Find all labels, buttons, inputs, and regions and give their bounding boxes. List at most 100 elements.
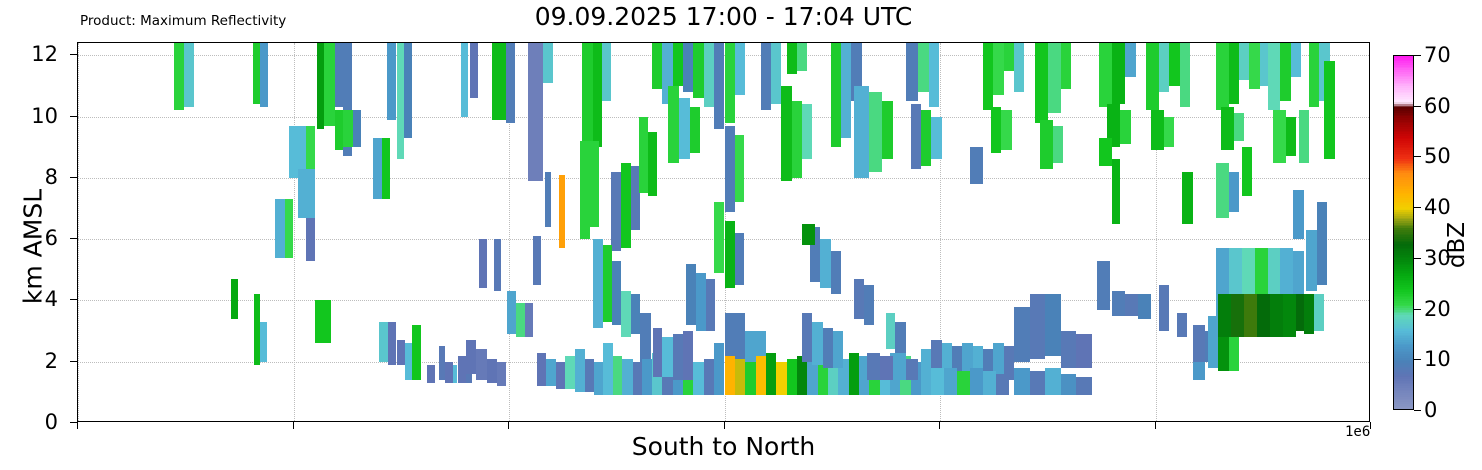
colorbar-band <box>1394 238 1413 242</box>
heatmap-cell <box>297 168 315 218</box>
colorbar-band <box>1394 61 1413 64</box>
heatmap-cell <box>693 43 704 99</box>
colorbar-tick-mark <box>1414 257 1421 259</box>
heatmap-cell <box>574 349 585 393</box>
heatmap-cell <box>527 43 544 181</box>
heatmap-cell <box>1169 43 1180 86</box>
heatmap-cell <box>465 367 473 384</box>
heatmap-cell <box>1293 251 1304 332</box>
colorbar-band <box>1394 316 1413 320</box>
heatmap-cell <box>724 125 735 212</box>
heatmap-cell <box>706 278 716 332</box>
heatmap-cell <box>593 361 603 396</box>
heatmap-cell <box>1259 43 1271 86</box>
heatmap-cell <box>1316 202 1328 286</box>
colorbar-band <box>1394 258 1413 261</box>
colorbar-band <box>1394 368 1413 371</box>
colorbar-tick-mark <box>1414 105 1421 107</box>
heatmap-cell <box>317 43 324 129</box>
colorbar-band <box>1394 141 1413 144</box>
heatmap-cell <box>533 236 541 286</box>
heatmap-cell <box>1283 294 1296 338</box>
y-axis-label: km AMSL <box>18 188 48 305</box>
colorbar-band <box>1394 242 1413 245</box>
heatmap-cell <box>941 343 953 378</box>
colorbar-band <box>1394 336 1413 339</box>
heatmap-cell <box>353 110 362 148</box>
colorbar-band <box>1394 348 1413 352</box>
colorbar-band <box>1394 128 1413 132</box>
x-tick-mark <box>77 422 78 429</box>
colorbar-band <box>1394 190 1413 194</box>
colorbar-band <box>1394 89 1413 93</box>
colorbar-band <box>1394 240 1413 244</box>
heatmap-cell <box>990 107 1002 154</box>
colorbar-band <box>1394 284 1413 288</box>
x-axis-exponent: 1e6 <box>1345 424 1371 440</box>
colorbar-band <box>1394 263 1413 267</box>
y-tick-label: 12 <box>31 42 58 67</box>
colorbar-tick-label: 0 <box>1424 398 1438 422</box>
colorbar-band <box>1394 229 1413 233</box>
heatmap-cell <box>886 312 896 350</box>
heatmap-cell <box>632 361 642 396</box>
heatmap-cell <box>791 101 803 178</box>
heatmap-cell <box>1290 43 1302 77</box>
heatmap-cell <box>822 328 834 368</box>
colorbar-band <box>1394 409 1413 410</box>
colorbar-tick-mark <box>1414 55 1421 56</box>
heatmap-cell <box>516 303 526 338</box>
heatmap-cell <box>544 171 552 227</box>
colorbar-band <box>1394 373 1413 377</box>
heatmap-cell <box>807 361 818 396</box>
colorbar-band <box>1394 350 1413 354</box>
heatmap-cell <box>866 352 880 381</box>
heatmap-cell <box>343 110 354 148</box>
heatmap-cell <box>703 43 715 108</box>
heatmap-cell <box>537 352 547 387</box>
colorbar-band <box>1394 265 1413 268</box>
y-tick-label: 2 <box>44 348 58 373</box>
heatmap-cell <box>1177 312 1188 338</box>
colorbar-band <box>1394 194 1413 197</box>
heatmap-cell <box>905 43 919 102</box>
heatmap-cell <box>427 364 435 384</box>
colorbar-band <box>1394 340 1413 343</box>
heatmap-cell <box>653 328 663 378</box>
colorbar-band <box>1394 213 1413 217</box>
colorbar-band <box>1394 96 1413 100</box>
heatmap-cell <box>734 43 746 96</box>
gridline-vertical <box>1155 43 1157 421</box>
colorbar-band <box>1394 235 1413 238</box>
heatmap-cell <box>379 321 389 362</box>
y-tick-mark <box>70 299 77 301</box>
heatmap-cell <box>1324 61 1335 160</box>
colorbar-band <box>1394 272 1413 276</box>
heatmap-cell <box>1047 43 1061 114</box>
colorbar-band <box>1394 64 1413 68</box>
colorbar-band <box>1394 107 1413 110</box>
colorbar-band <box>1394 237 1413 240</box>
colorbar-band <box>1394 151 1413 155</box>
colorbar-band <box>1394 201 1413 205</box>
colorbar-band <box>1394 341 1413 345</box>
colorbar-band <box>1394 91 1413 94</box>
colorbar-band <box>1394 59 1413 63</box>
colorbar-band <box>1394 245 1413 249</box>
x-axis-label: South to North <box>631 432 816 461</box>
heatmap-cell <box>944 367 958 396</box>
heatmap-cell <box>928 43 940 108</box>
colorbar-band <box>1394 352 1413 355</box>
colorbar-band <box>1394 79 1413 82</box>
colorbar-band <box>1394 274 1413 277</box>
heatmap-cell <box>252 43 261 105</box>
colorbar-band <box>1394 363 1413 366</box>
heatmap-cell <box>755 355 766 396</box>
gridline-horizontal <box>78 177 1369 179</box>
heatmap-cell <box>1285 116 1296 157</box>
colorbar-band <box>1394 57 1413 61</box>
colorbar-band <box>1394 308 1413 311</box>
heatmap-cell <box>639 116 649 194</box>
colorbar-band <box>1394 118 1413 121</box>
heatmap-cell <box>918 43 929 93</box>
